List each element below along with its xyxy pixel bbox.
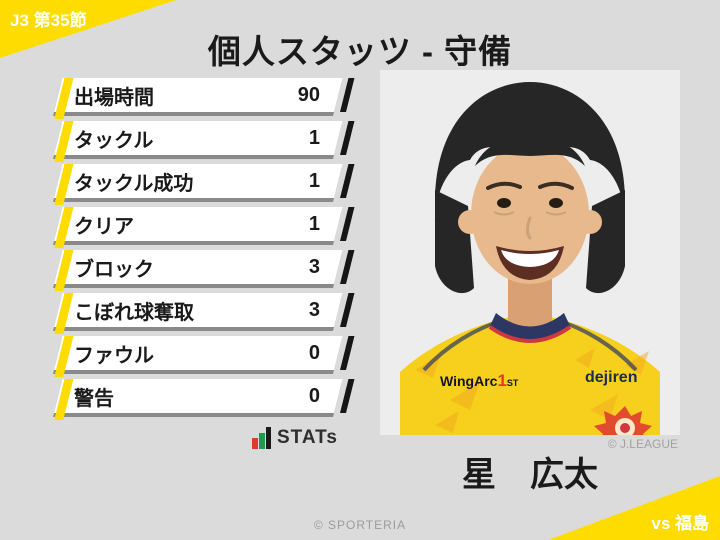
player-name: 星 広太	[462, 456, 598, 494]
jersey-sponsor-left-suffix: ST	[507, 378, 519, 388]
stats-list: 出場時間 90 タックル 1 タックル成功 1	[54, 78, 355, 422]
stat-row-tackles-won: タックル成功 1	[54, 164, 355, 205]
club-crest	[594, 406, 652, 435]
stat-label: 警告	[74, 387, 114, 410]
jersey-sponsor-left-number: 1	[497, 371, 506, 390]
site-credit: © SPORTERIA	[313, 518, 407, 532]
stat-value: 3	[308, 255, 320, 278]
end-slash-mark	[340, 121, 355, 155]
jstats-logo: STATs	[252, 427, 338, 449]
stat-row-fouls: ファウル 0	[54, 336, 355, 377]
stat-label: タックル	[74, 129, 154, 152]
stat-value: 1	[308, 126, 320, 149]
photo-credit: © J.LEAGUE	[607, 437, 678, 451]
jersey-sponsor-right: dejiren	[585, 369, 637, 386]
jersey-sponsor-left: WingArc	[440, 373, 498, 389]
stat-value: 1	[308, 212, 320, 235]
page-title: 個人スタッツ - 守備	[207, 33, 513, 70]
stat-value: 0	[308, 341, 320, 364]
stat-label: クリア	[74, 215, 134, 238]
player-photo-illustration: WingArc1ST dejiren	[380, 70, 680, 435]
bar-chart-icon	[252, 427, 271, 449]
stat-value: 3	[308, 298, 320, 321]
player-photo: WingArc1ST dejiren	[380, 70, 680, 435]
round-badge: J3 第35節	[10, 11, 87, 30]
jstats-logo-text: STATs	[277, 427, 338, 448]
opponent-badge: vs 福島	[651, 514, 709, 533]
stat-label: 出場時間	[74, 86, 154, 109]
stat-row-yellow-cards: 警告 0	[54, 379, 355, 420]
stat-label: こぼれ球奪取	[74, 301, 194, 324]
end-slash-mark	[340, 293, 355, 327]
stat-label: タックル成功	[74, 172, 194, 195]
stat-row-loose-ball-recoveries: こぼれ球奪取 3	[54, 293, 355, 334]
end-slash-mark	[340, 379, 355, 413]
stat-row-tackles: タックル 1	[54, 121, 355, 162]
end-slash-mark	[340, 78, 355, 112]
end-slash-mark	[340, 207, 355, 241]
stat-label: ファウル	[74, 344, 154, 367]
stat-value: 90	[297, 83, 320, 106]
stat-row-blocks: ブロック 3	[54, 250, 355, 291]
stat-row-playing-time: 出場時間 90	[54, 78, 355, 119]
stat-label: ブロック	[74, 258, 154, 281]
end-slash-mark	[340, 164, 355, 198]
stat-value: 1	[308, 169, 320, 192]
end-slash-mark	[340, 250, 355, 284]
svg-text:WingArc1ST: WingArc1ST	[440, 371, 519, 390]
end-slash-mark	[340, 336, 355, 370]
stat-row-clearances: クリア 1	[54, 207, 355, 248]
stat-value: 0	[308, 384, 320, 407]
